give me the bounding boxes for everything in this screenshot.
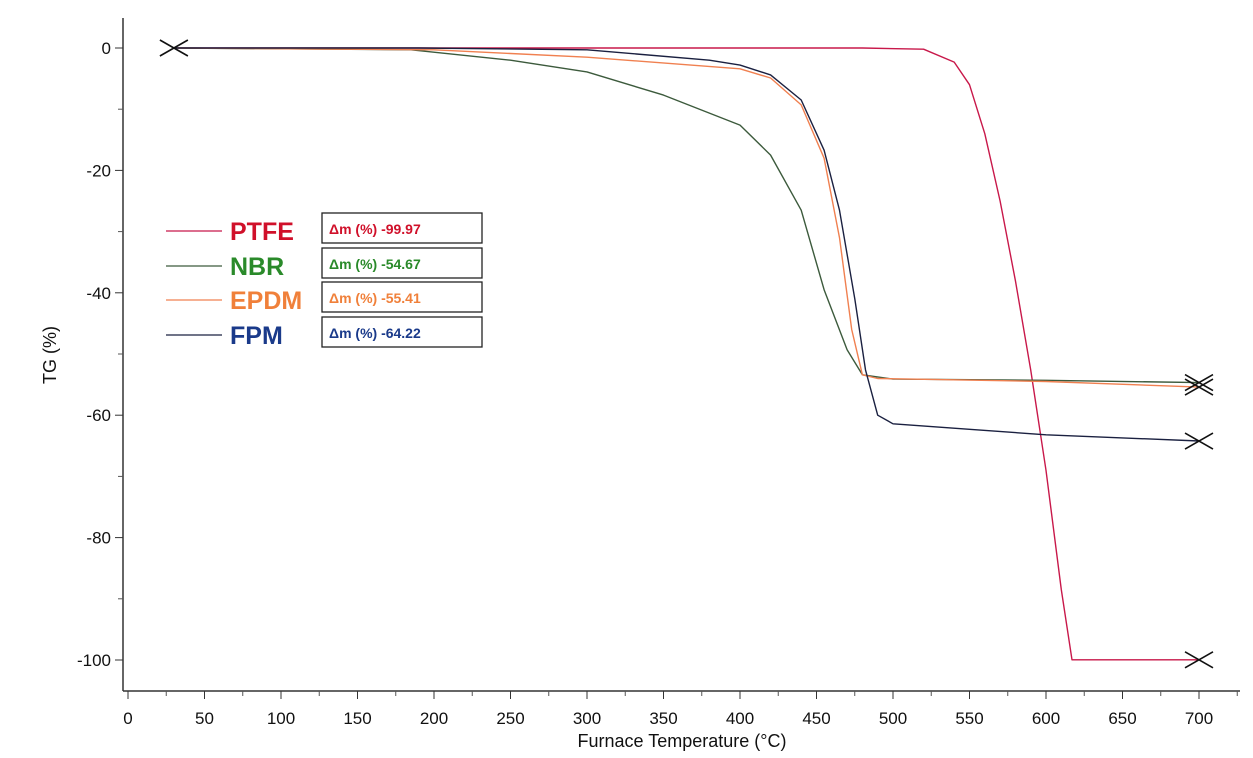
plot-lines [173,47,1200,661]
x-tick-label: 100 [267,709,295,728]
series-line-fpm [173,47,1200,442]
x-axis-title: Furnace Temperature (°C) [578,731,787,751]
cross-marker-icon [1184,378,1214,396]
x-axis-ticks: 0 50 100 150 200 250 300 350 400 450 500 550 600 650 7… [123,691,1238,728]
x-tick-label: 400 [726,709,754,728]
delta-m-box [321,281,483,313]
x-tick-label: 650 [1108,709,1136,728]
legend-label-ptfe: PTFE [230,218,294,246]
x-tick-label: 350 [649,709,677,728]
delta-m-box [321,212,483,244]
y-axis-title: TG (%) [40,326,60,384]
x-tick-label: 250 [496,709,524,728]
cross-marker-icon [1184,651,1214,669]
x-tick-label: 150 [343,709,371,728]
x-tick-label: 50 [195,709,214,728]
x-tick-label: 450 [802,709,830,728]
delta-m-box [321,247,483,279]
x-tick-label: 550 [955,709,983,728]
end-markers [159,39,1214,669]
x-tick-label: 300 [573,709,601,728]
legend-label-epdm: EPDM [230,287,302,315]
y-tick-label: -20 [86,161,111,180]
y-tick-label: -100 [77,651,111,670]
delta-m-value-nbr: Δm (%) -54.67 [329,256,421,272]
cross-marker-icon [1184,432,1214,450]
y-axis-ticks: 0 -20 -40 -60 -80 -100 [77,39,123,670]
x-tick-label: 500 [879,709,907,728]
delta-m-value-ptfe: Δm (%) -99.97 [329,221,421,237]
delta-m-value-epdm: Δm (%) -55.41 [329,290,421,306]
series-line-ptfe [173,47,1199,661]
delta-m-value-fpm: Δm (%) -64.22 [329,325,421,341]
delta-m-box [321,316,483,348]
y-tick-label: -60 [86,406,111,425]
x-tick-label: 200 [420,709,448,728]
cross-marker-icon [159,39,189,57]
y-tick-label: -40 [86,284,111,303]
legend-label-nbr: NBR [230,253,284,281]
x-tick-label: 700 [1185,709,1213,728]
legend-label-fpm: FPM [230,322,283,350]
cross-marker-icon [1184,373,1214,392]
axes [122,18,1240,692]
y-tick-label: -80 [86,529,111,548]
series-line-epdm [173,47,1200,388]
x-tick-label: 600 [1032,709,1060,728]
x-tick-label: 0 [123,709,132,728]
legend: PTFE Δm (%) -99.97 NBR Δm (%) -54.67 EPDM Δm … [166,212,483,350]
y-tick-label: 0 [102,39,111,58]
